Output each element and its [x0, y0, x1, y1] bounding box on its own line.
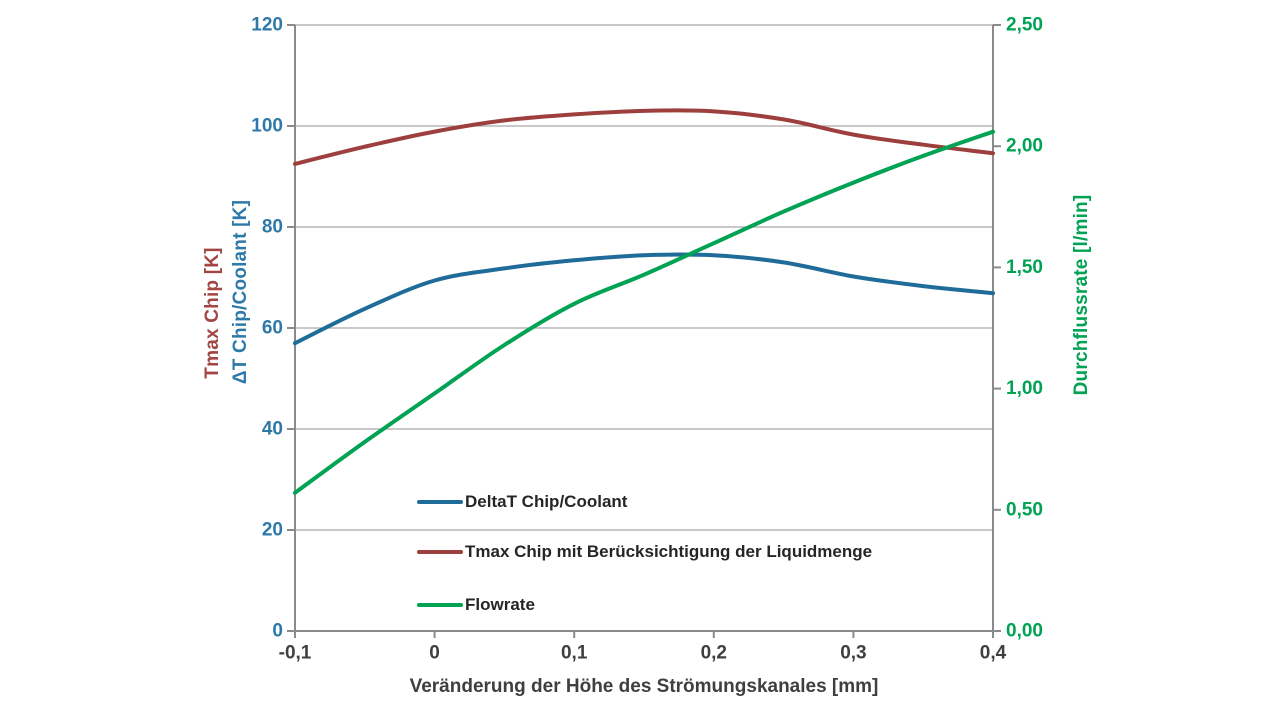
svg-text:0,2: 0,2 [701, 643, 727, 664]
svg-text:0,3: 0,3 [840, 643, 866, 664]
svg-text:40: 40 [262, 419, 283, 440]
right-axis-title: Durchflussrate [l/min] [1071, 194, 1092, 396]
svg-text:60: 60 [262, 318, 283, 339]
legend-line-swatch-blue [417, 500, 463, 504]
legend-item-flowrate: Flowrate [417, 595, 535, 614]
svg-text:20: 20 [262, 520, 283, 541]
left-axis-title-deltat: ΔT Chip/Coolant [K] [230, 199, 251, 385]
legend-line-swatch-red [417, 550, 463, 554]
svg-text:2,50: 2,50 [1006, 15, 1043, 36]
svg-text:80: 80 [262, 217, 283, 238]
svg-text:1,00: 1,00 [1006, 378, 1043, 399]
svg-text:0,50: 0,50 [1006, 499, 1043, 520]
svg-text:0,1: 0,1 [561, 643, 588, 664]
svg-text:0,4: 0,4 [980, 643, 1007, 664]
legend-line-swatch-green [417, 603, 463, 607]
svg-text:0: 0 [429, 643, 440, 664]
svg-text:100: 100 [251, 116, 283, 137]
svg-text:0,00: 0,00 [1006, 621, 1043, 642]
x-axis-title: Veränderung der Höhe des Strömungskanale… [409, 676, 879, 697]
svg-text:2,00: 2,00 [1006, 136, 1043, 157]
legend-label-tmax: Tmax Chip mit Berücksichtigung der Liqui… [465, 542, 873, 561]
legend-item-deltat: DeltaT Chip/Coolant [417, 492, 628, 511]
svg-text:120: 120 [251, 15, 283, 36]
svg-text:-0,1: -0,1 [279, 643, 312, 664]
left-axis-title-tmax: Tmax Chip [K] [202, 247, 223, 379]
legend-label-flowrate: Flowrate [465, 595, 535, 614]
legend-label-deltat: DeltaT Chip/Coolant [465, 492, 628, 511]
svg-text:0: 0 [272, 621, 283, 642]
legend-item-tmax: Tmax Chip mit Berücksichtigung der Liqui… [417, 542, 873, 561]
svg-text:1,50: 1,50 [1006, 257, 1043, 278]
